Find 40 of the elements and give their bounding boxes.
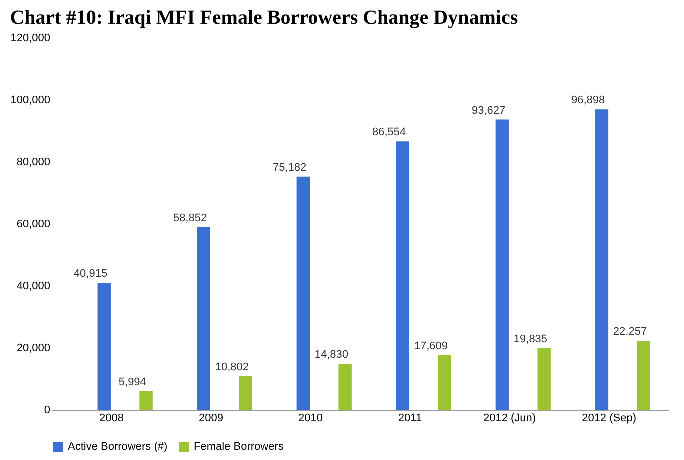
bar — [239, 376, 252, 410]
bar — [140, 391, 153, 410]
x-tick-label: 2012 (Sep) — [582, 412, 637, 424]
x-tick-label: 2011 — [398, 412, 422, 424]
x-tick-label: 2008 — [99, 412, 124, 424]
x-tick-label: 2012 (Jun) — [483, 412, 536, 424]
data-label: 17,609 — [414, 340, 448, 352]
y-tick-label: 20,000 — [16, 342, 50, 354]
bar — [396, 142, 410, 410]
data-label: 96,898 — [572, 94, 606, 107]
data-label: 58,852 — [173, 212, 208, 225]
data-label: 5,994 — [118, 376, 146, 388]
x-tick-label: 2010 — [298, 412, 323, 424]
data-label: 86,554 — [372, 126, 406, 139]
y-tick-label: 120,000 — [10, 32, 50, 44]
y-tick-label: 60,000 — [16, 218, 50, 230]
bar — [296, 176, 310, 410]
legend-label: Active Borrowers (#) — [68, 441, 168, 453]
x-tick-label: 2009 — [198, 412, 224, 424]
bar — [197, 228, 210, 410]
bar — [98, 283, 111, 410]
data-label: 93,627 — [472, 104, 506, 117]
bar — [438, 355, 452, 410]
bar — [338, 364, 352, 410]
y-tick-label: 80,000 — [16, 156, 50, 168]
data-label: 14,830 — [314, 349, 349, 362]
legend-label: Female Borrowers — [194, 441, 284, 453]
bar — [637, 341, 650, 410]
data-label: 40,915 — [74, 268, 108, 280]
bar — [538, 348, 551, 410]
y-tick-label: 0 — [44, 404, 50, 416]
y-tick-label: 100,000 — [10, 94, 50, 106]
data-label: 10,802 — [215, 362, 250, 374]
bar — [595, 110, 609, 410]
chart-title: Chart #10: Iraqi MFI Female Borrowers Change Dynamics — [10, 7, 518, 29]
y-tick-label: 40,000 — [16, 280, 50, 292]
data-label: 19,835 — [514, 334, 548, 346]
bar — [496, 120, 510, 410]
data-label: 22,257 — [613, 326, 648, 338]
data-label: 75,182 — [272, 162, 307, 174]
